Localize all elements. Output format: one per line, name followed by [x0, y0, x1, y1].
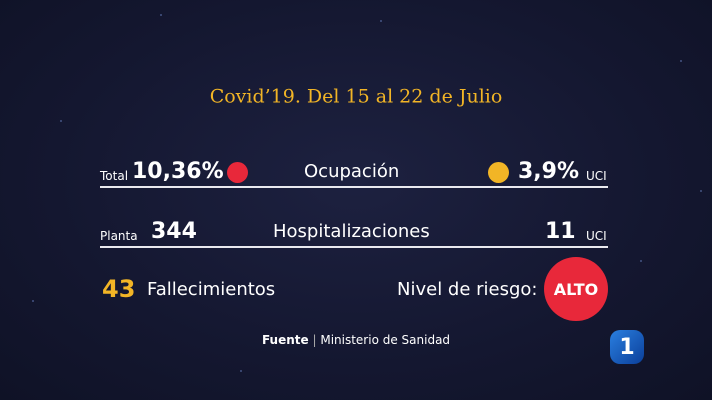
- star: [60, 120, 62, 122]
- value: 344: [151, 219, 197, 244]
- deaths-value: 43: [102, 275, 136, 303]
- deaths-label: Fallecimientos: [147, 279, 276, 300]
- separator-line: [100, 246, 608, 248]
- star: [700, 190, 702, 192]
- risk-badge: ALTO: [544, 257, 608, 321]
- value: 10,36%: [132, 159, 224, 184]
- source-text: Ministerio de Sanidad: [320, 333, 451, 347]
- star: [640, 260, 642, 262]
- value: 11: [545, 219, 576, 244]
- star: [32, 300, 34, 302]
- source-separator: |: [312, 333, 317, 347]
- source-label: Fuente: [261, 333, 309, 347]
- yellow-indicator: [488, 162, 509, 183]
- title: Covid’19. Del 15 al 22 de Julio: [209, 85, 503, 108]
- row-title: Ocupación: [304, 161, 400, 182]
- label: Planta: [100, 229, 138, 243]
- star: [160, 14, 162, 16]
- star: [380, 20, 382, 22]
- star: [680, 60, 682, 62]
- label: Total: [100, 169, 129, 183]
- risk-label: Nivel de riesgo:: [397, 279, 538, 300]
- unit: UCI: [586, 229, 607, 243]
- row-title: Hospitalizaciones: [273, 221, 430, 242]
- star: [240, 370, 242, 372]
- separator-line: [100, 186, 608, 188]
- unit: UCI: [586, 169, 607, 183]
- channel-logo: 1: [610, 330, 644, 364]
- value: 3,9%: [518, 159, 580, 184]
- source: Fuente | Ministerio de Sanidad: [0, 334, 712, 346]
- red-indicator: [227, 162, 248, 183]
